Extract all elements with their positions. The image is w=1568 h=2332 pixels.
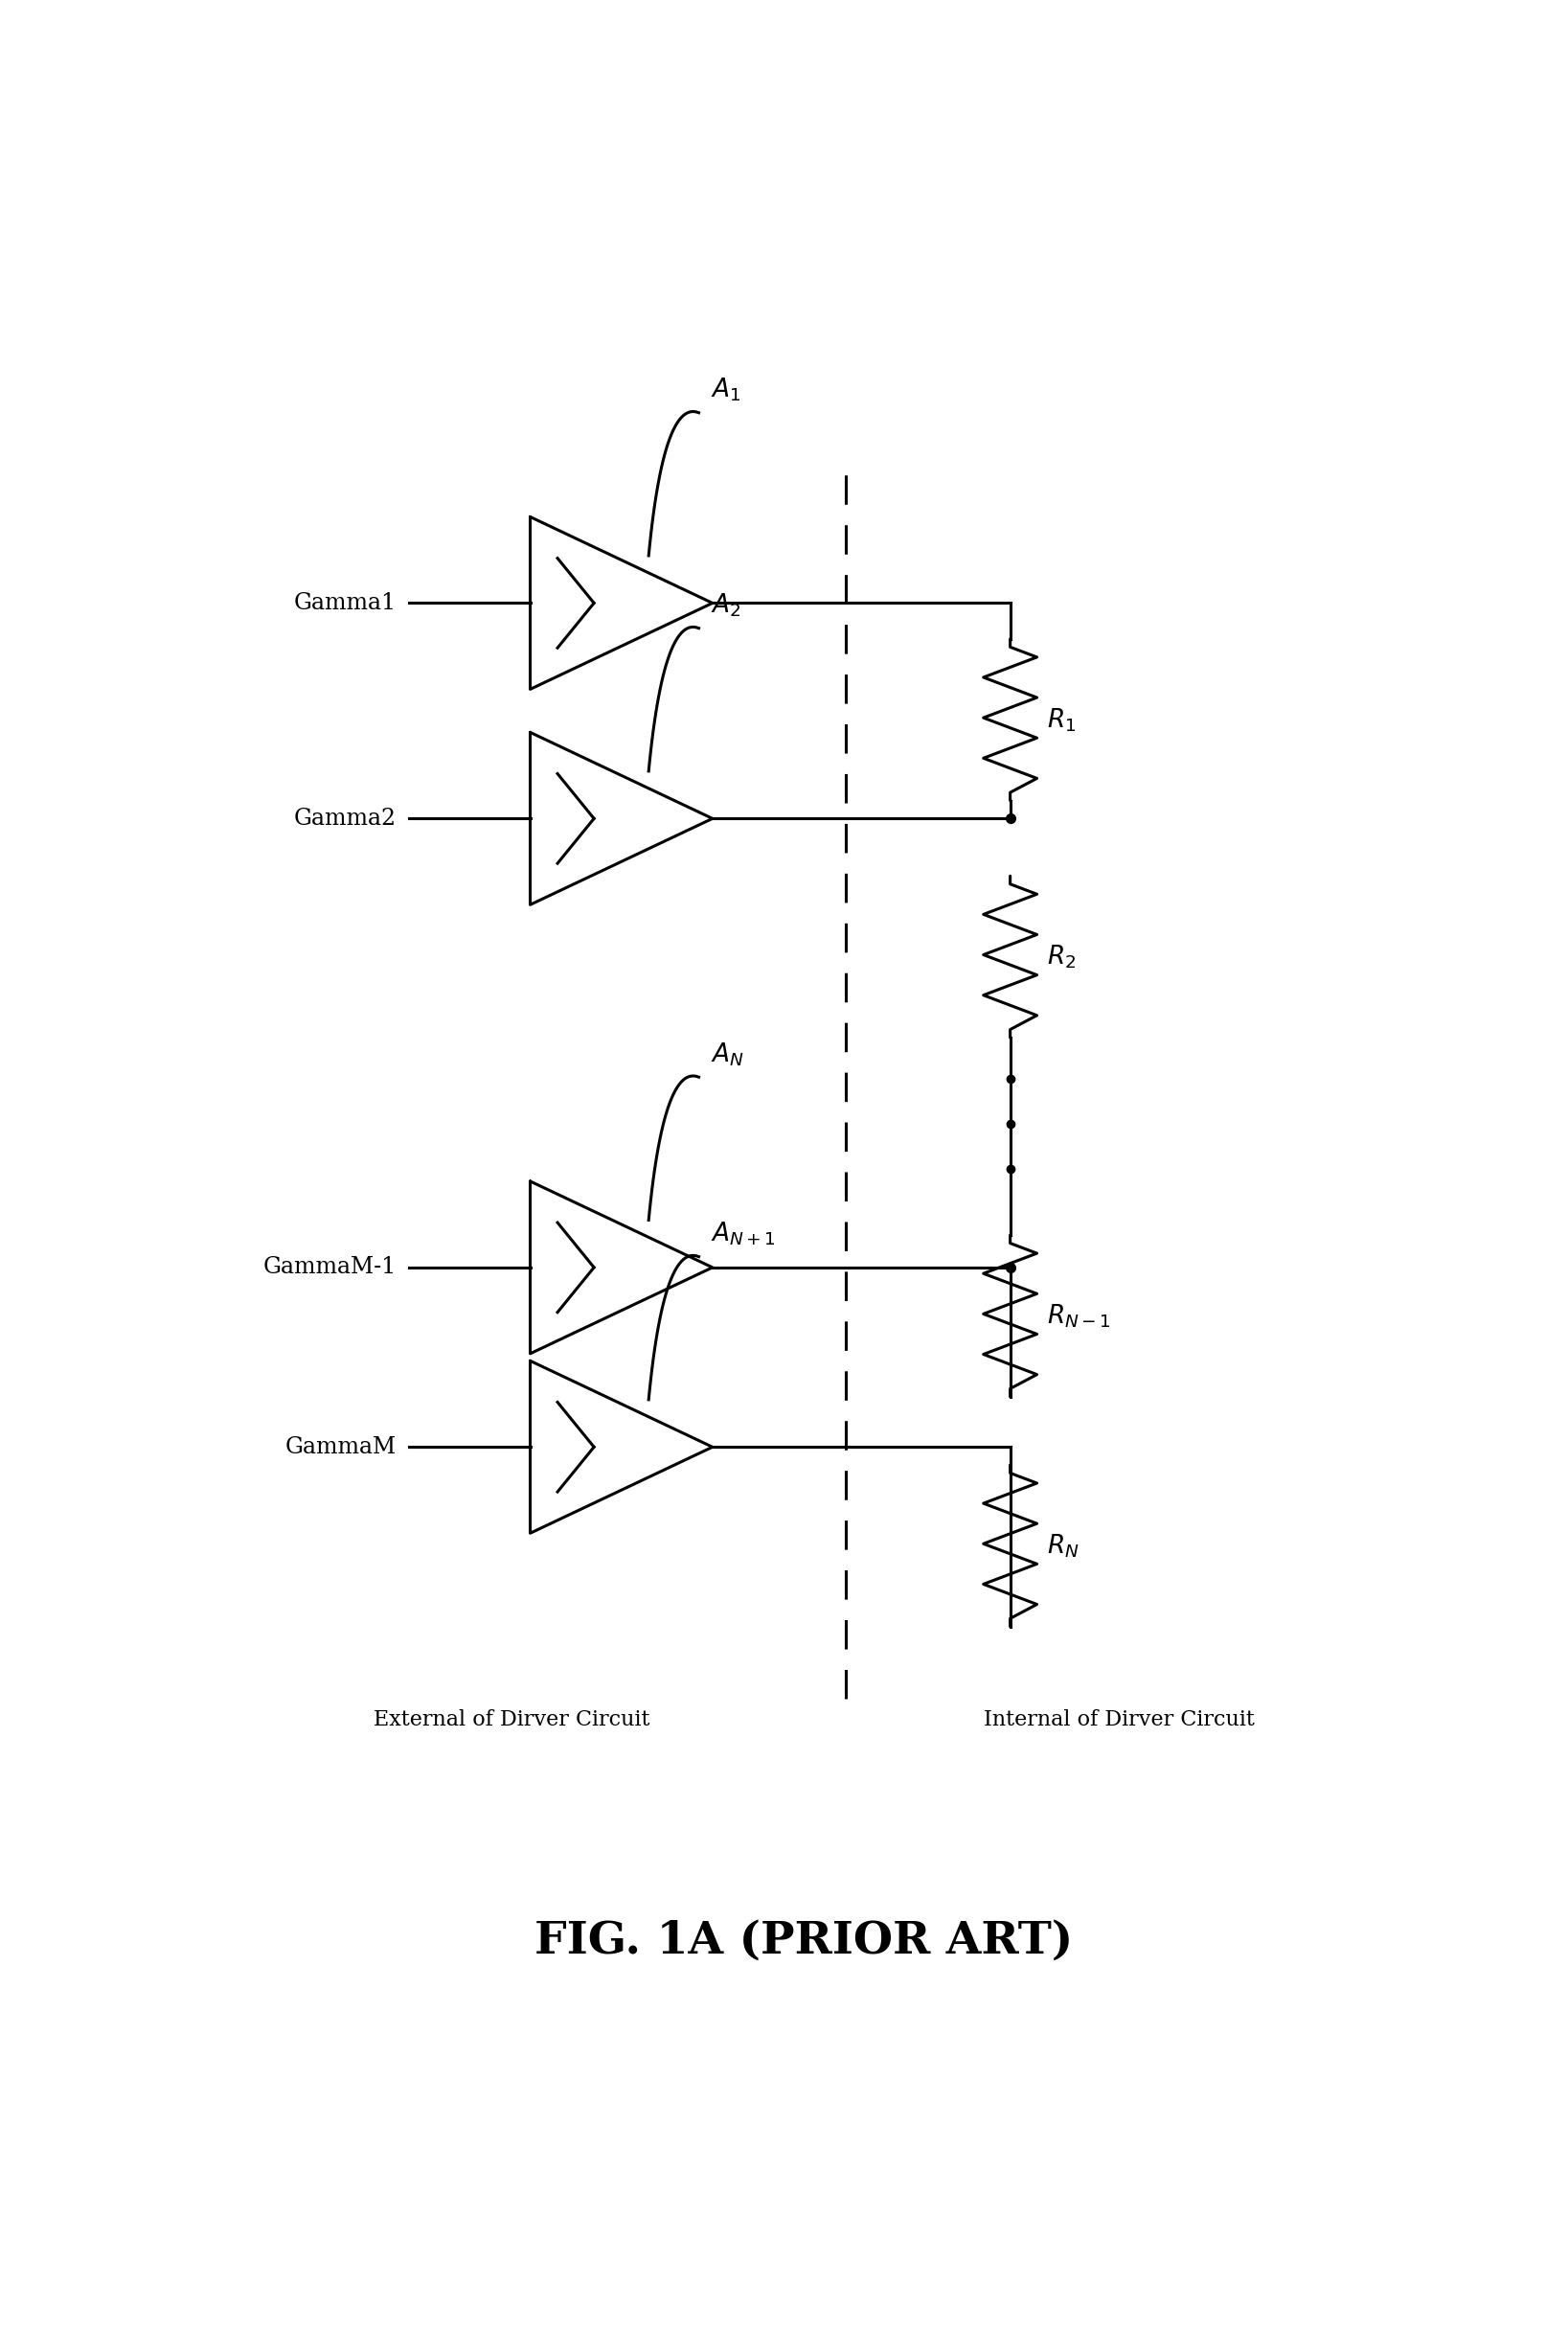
Text: $A_2$: $A_2$	[710, 592, 742, 620]
Text: $A_N$: $A_N$	[710, 1040, 745, 1068]
Text: $R_{N-1}$: $R_{N-1}$	[1047, 1301, 1110, 1329]
Text: FIG. 1A (PRIOR ART): FIG. 1A (PRIOR ART)	[535, 1919, 1073, 1964]
Text: $R_1$: $R_1$	[1047, 707, 1076, 735]
Text: $A_{N+1}$: $A_{N+1}$	[710, 1220, 776, 1248]
Text: External of Dirver Circuit: External of Dirver Circuit	[373, 1709, 651, 1730]
Text: $A_1$: $A_1$	[710, 375, 742, 403]
Text: Gamma2: Gamma2	[293, 807, 397, 830]
Text: $R_N$: $R_N$	[1047, 1532, 1079, 1560]
Text: GammaM-1: GammaM-1	[263, 1257, 397, 1278]
Text: Internal of Dirver Circuit: Internal of Dirver Circuit	[985, 1709, 1254, 1730]
Text: $R_2$: $R_2$	[1047, 942, 1076, 970]
Text: Gamma1: Gamma1	[293, 592, 397, 613]
Text: GammaM: GammaM	[285, 1437, 397, 1458]
